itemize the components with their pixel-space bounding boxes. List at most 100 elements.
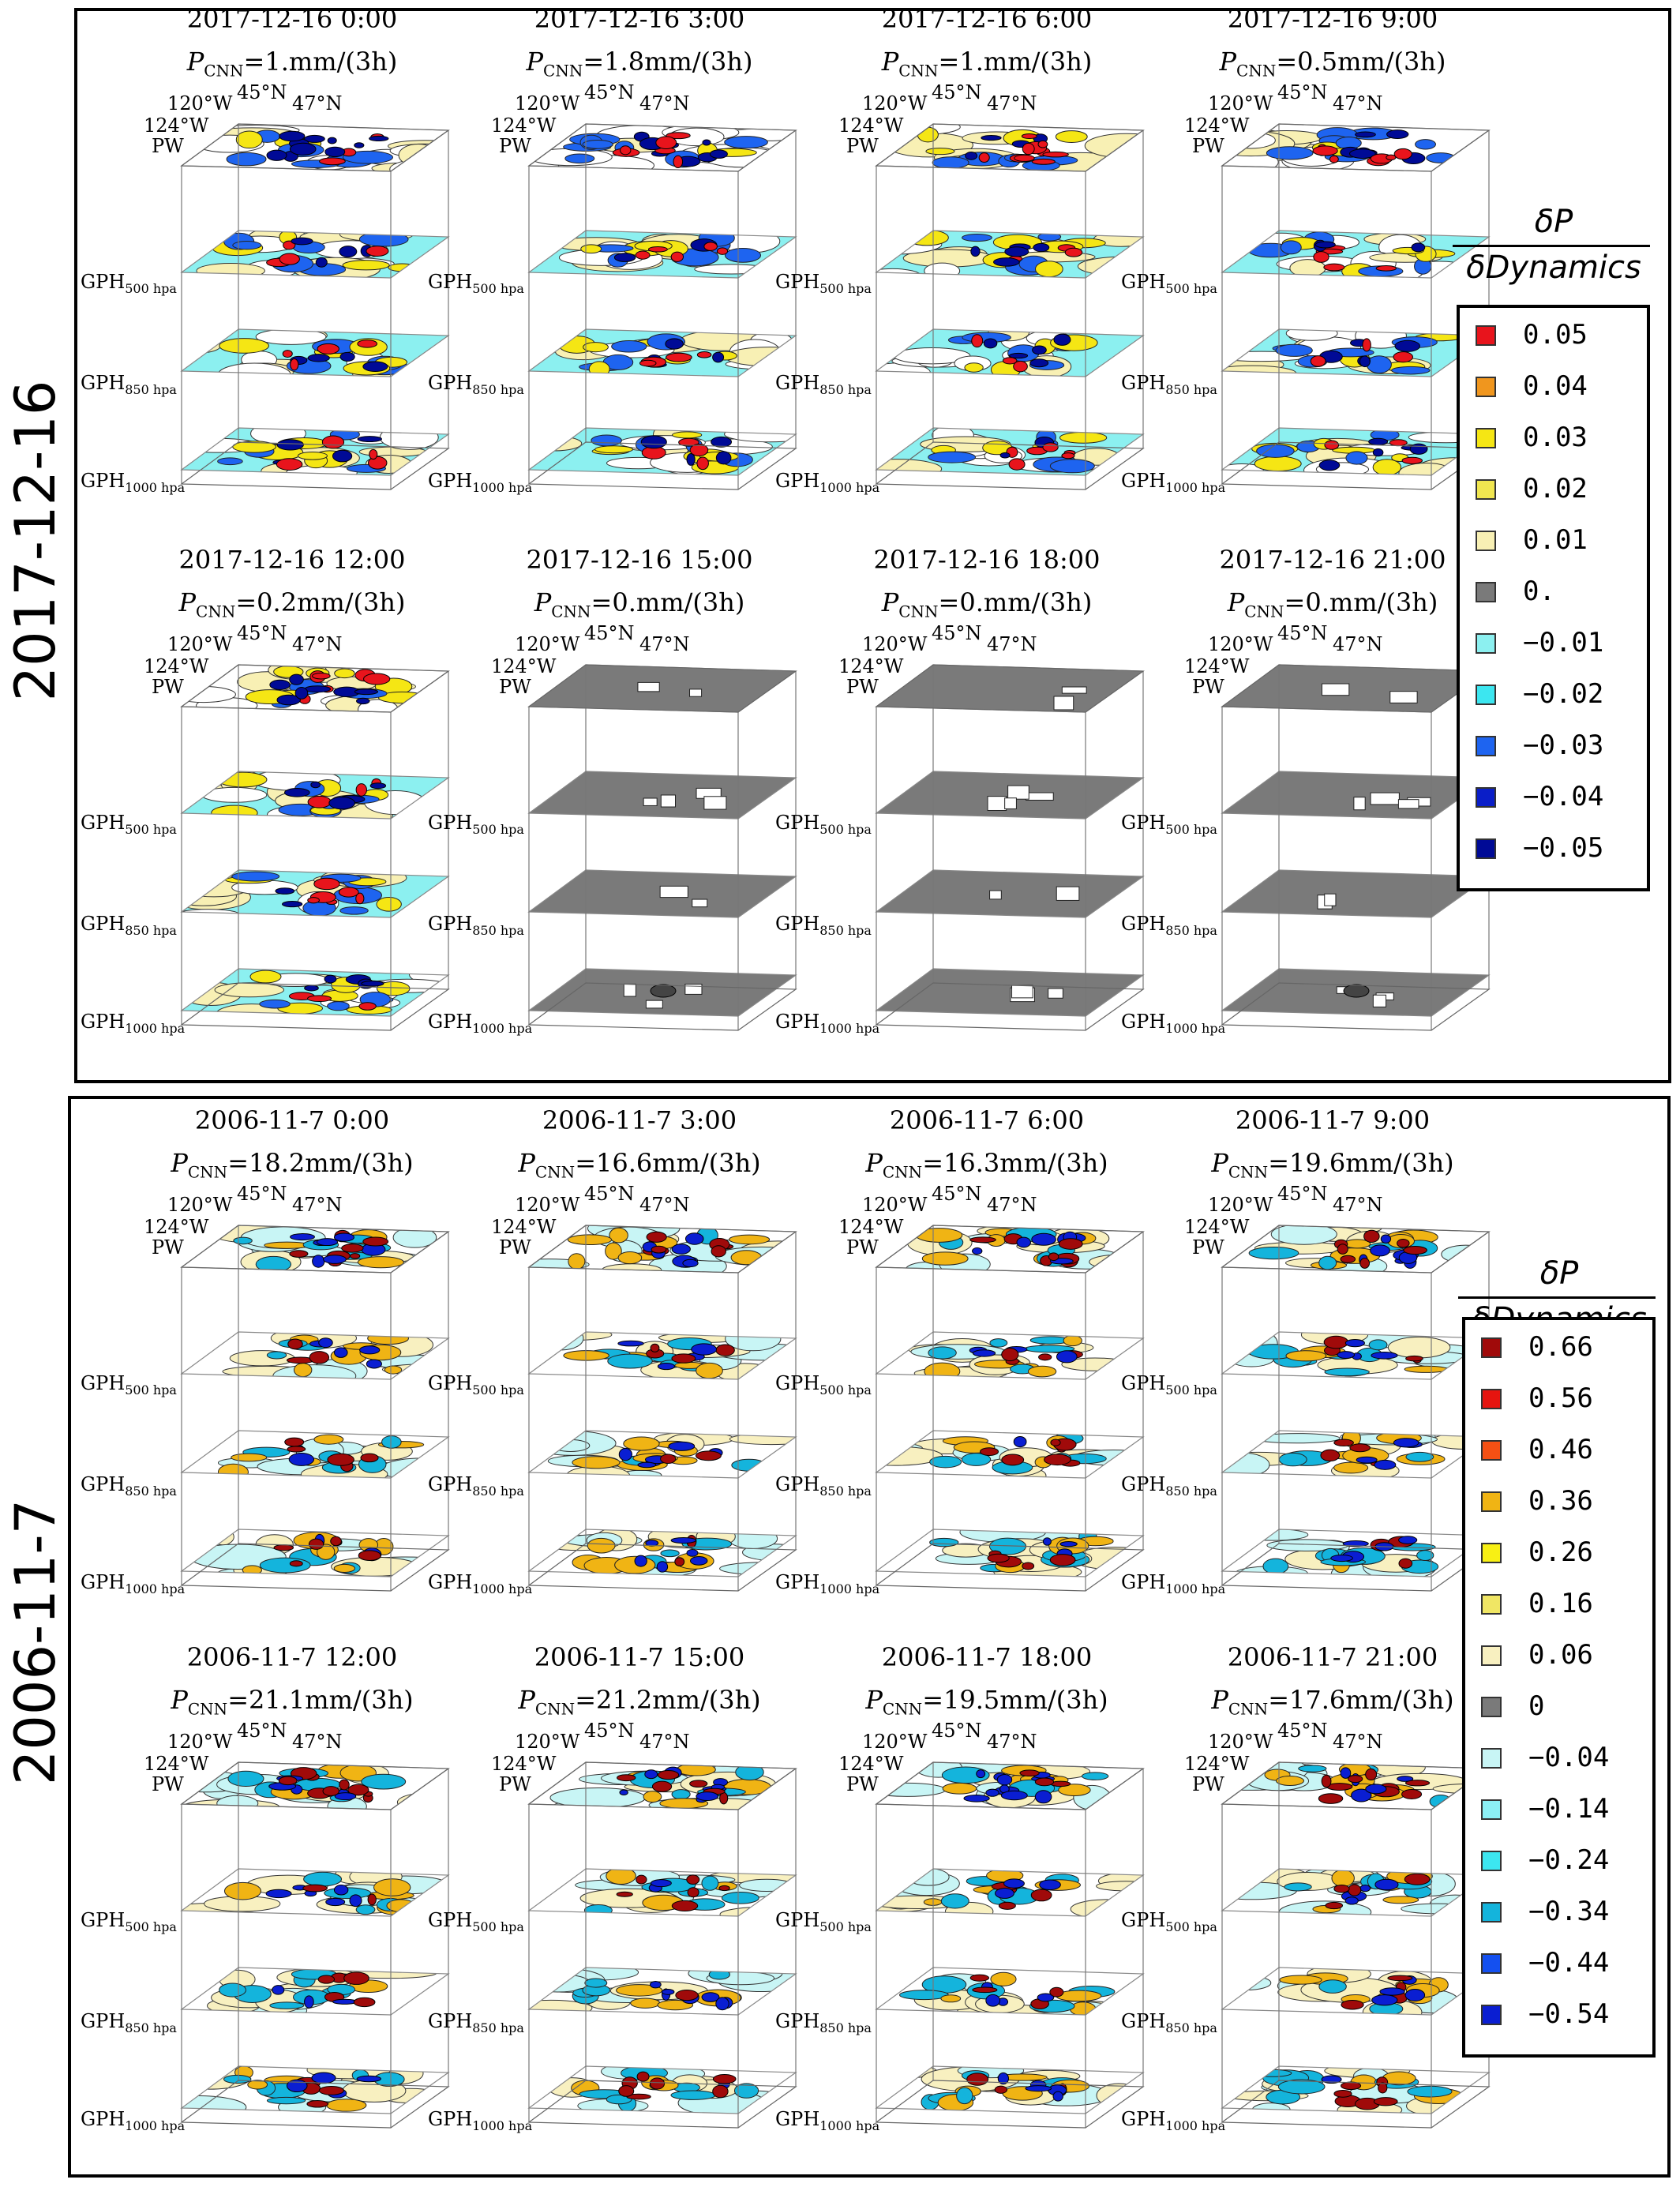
heatmap-layer bbox=[182, 771, 448, 819]
legend-swatch bbox=[1481, 1440, 1502, 1461]
gph-level: 850 hpa bbox=[125, 2020, 177, 2035]
legend-value: 0. bbox=[1523, 576, 1555, 607]
gph-base: GPH bbox=[81, 372, 126, 394]
lon-label-124w: 124°W bbox=[144, 655, 209, 677]
lon-label-120w: 120°W bbox=[167, 633, 233, 655]
gph-base: GPH bbox=[1121, 372, 1166, 394]
layer-label-gph1000: GPH1000 hpa bbox=[428, 1011, 532, 1036]
legend-swatch bbox=[1476, 428, 1496, 448]
stacked-layers-plot bbox=[527, 664, 797, 1031]
gph-level: 1000 hpa bbox=[819, 1581, 880, 1596]
legend-item: 0.46 bbox=[1481, 1434, 1671, 1465]
layer-label-gph1000: GPH1000 hpa bbox=[428, 2108, 532, 2133]
pcnn-value: =0.5mm/(3h) bbox=[1276, 47, 1446, 77]
gph-level: 1000 hpa bbox=[1165, 479, 1226, 495]
group-label-2006: 2006-11-7 bbox=[3, 1499, 68, 1786]
box-top-edge bbox=[875, 1761, 1145, 1810]
heatmap-layer bbox=[182, 124, 448, 171]
gph-base: GPH bbox=[775, 372, 820, 394]
layer-label-gph500: GPH500 hpa bbox=[81, 1372, 177, 1397]
heatmap-layer bbox=[876, 2066, 1143, 2114]
stacked-layers-plot bbox=[875, 1225, 1145, 1592]
gph-base: GPH bbox=[1121, 913, 1166, 935]
lat-label-47n: 47°N bbox=[1333, 633, 1383, 655]
heatmap-layer bbox=[529, 1225, 796, 1273]
box-top-edge bbox=[527, 664, 797, 713]
heatmap-layer bbox=[529, 329, 796, 377]
panel-time-title: 2017-12-16 6:00 bbox=[881, 4, 1093, 34]
legend-item: 0 bbox=[1481, 1690, 1671, 1722]
layer-label-gph1000: GPH1000 hpa bbox=[81, 2108, 185, 2133]
box-bottom-edge bbox=[180, 2080, 450, 2129]
heatmap-layer bbox=[876, 1968, 1143, 2015]
heatmap-layer bbox=[1222, 665, 1489, 712]
legend-item: 0.26 bbox=[1481, 1536, 1671, 1568]
panel-2017-12-16-0-00: 2017-12-16 0:00 PCNN=1.mm/(3h) 120°W 45°N 47… bbox=[81, 4, 482, 549]
layer-label-gph1000: GPH1000 hpa bbox=[1121, 470, 1225, 495]
layer-label-gph500: GPH500 hpa bbox=[428, 1372, 524, 1397]
gph-base: GPH bbox=[428, 913, 473, 935]
layer-label-gph500: GPH500 hpa bbox=[428, 812, 524, 837]
pcnn-subscript: CNN bbox=[551, 602, 591, 621]
gph-base: GPH bbox=[1121, 812, 1166, 834]
panel-pcnn: PCNN=19.6mm/(3h) bbox=[1143, 1148, 1522, 1181]
pcnn-value: =1.mm/(3h) bbox=[938, 47, 1093, 77]
lat-label-47n: 47°N bbox=[639, 1731, 690, 1753]
lon-label-120w: 120°W bbox=[862, 92, 928, 114]
legend-value: 0.04 bbox=[1523, 370, 1588, 402]
layer-label-gph500: GPH500 hpa bbox=[428, 1909, 524, 1934]
legend-swatch bbox=[1481, 1389, 1502, 1409]
box-bottom-edge bbox=[180, 982, 450, 1031]
pcnn-symbol: P bbox=[518, 1685, 535, 1715]
gph-base: GPH bbox=[1121, 2108, 1166, 2130]
gph-level: 1000 hpa bbox=[819, 1020, 880, 1036]
heatmap-layer bbox=[529, 231, 796, 278]
layer-label-pw: PW bbox=[1192, 135, 1224, 157]
lat-label-45n: 45°N bbox=[584, 1720, 635, 1742]
gph-base: GPH bbox=[775, 2010, 820, 2032]
lon-label-120w: 120°W bbox=[515, 1194, 580, 1216]
heatmap-layer bbox=[876, 870, 1143, 917]
panel-2006-11-7-3-00: 2006-11-7 3:00 PCNN=16.6mm/(3h) 120°W 45°N 4… bbox=[428, 1105, 829, 1650]
gph-level: 850 hpa bbox=[819, 2020, 872, 2035]
lat-label-47n: 47°N bbox=[639, 633, 690, 655]
heatmap-layer bbox=[1222, 231, 1489, 278]
heatmap-layer bbox=[1222, 124, 1489, 171]
panel-pcnn: PCNN=21.1mm/(3h) bbox=[103, 1685, 482, 1718]
gph-base: GPH bbox=[428, 1372, 473, 1394]
panel-time-title: 2006-11-7 0:00 bbox=[194, 1105, 390, 1135]
panel-time-title: 2017-12-16 15:00 bbox=[526, 545, 753, 575]
layer-label-pw: PW bbox=[846, 135, 879, 157]
panel-2017-12-16-6-00: 2017-12-16 6:00 PCNN=1.mm/(3h) 120°W 45°N 47… bbox=[775, 4, 1176, 549]
gph-base: GPH bbox=[775, 1011, 820, 1033]
gph-level: 1000 hpa bbox=[125, 479, 186, 495]
heatmap-layer bbox=[1222, 771, 1489, 819]
lat-label-45n: 45°N bbox=[932, 1720, 982, 1742]
pcnn-symbol: P bbox=[526, 47, 544, 77]
pcnn-symbol: P bbox=[881, 47, 899, 77]
gph-level: 1000 hpa bbox=[472, 1020, 533, 1036]
pcnn-value: =21.2mm/(3h) bbox=[575, 1685, 761, 1715]
legend-item: −0.03 bbox=[1476, 730, 1665, 761]
pcnn-subscript: CNN bbox=[1236, 61, 1277, 81]
panel-pcnn: PCNN=0.mm/(3h) bbox=[797, 587, 1176, 621]
legend-swatch bbox=[1481, 1902, 1502, 1923]
gph-level: 500 hpa bbox=[819, 821, 872, 837]
group-label-2017: 2017-12-16 bbox=[3, 380, 68, 702]
panel-pcnn: PCNN=0.5mm/(3h) bbox=[1143, 47, 1522, 80]
panel-2017-12-16-3-00: 2017-12-16 3:00 PCNN=1.8mm/(3h) 120°W 45°N 4… bbox=[428, 4, 829, 549]
layer-label-pw: PW bbox=[846, 676, 879, 698]
pcnn-subscript: CNN bbox=[204, 61, 244, 81]
box-bottom-edge bbox=[527, 1543, 797, 1592]
legend-swatch bbox=[1481, 1851, 1502, 1871]
heatmap-layer bbox=[529, 124, 796, 171]
legend-item: −0.44 bbox=[1481, 1947, 1671, 1979]
panel-2006-11-7-12-00: 2006-11-7 12:00 PCNN=21.1mm/(3h) 120°W 45°N… bbox=[81, 1642, 482, 2187]
legend-value: −0.34 bbox=[1528, 1896, 1610, 1927]
panel-pcnn: PCNN=16.6mm/(3h) bbox=[450, 1148, 829, 1181]
heatmap-layer bbox=[876, 969, 1143, 1016]
lon-label-124w: 124°W bbox=[838, 114, 904, 137]
legend-swatch bbox=[1481, 1337, 1502, 1358]
pcnn-subscript: CNN bbox=[882, 1699, 923, 1719]
gph-level: 500 hpa bbox=[1165, 821, 1217, 837]
